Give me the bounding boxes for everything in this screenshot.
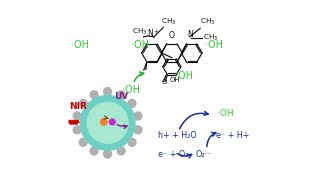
Circle shape [80,95,135,150]
Text: O: O [162,79,167,85]
Text: N: N [187,30,193,39]
Circle shape [128,138,136,146]
Text: O₂·⁻: O₂·⁻ [195,149,212,159]
Text: e⁻ + O₂: e⁻ + O₂ [158,149,188,159]
Text: O: O [169,31,175,40]
Circle shape [73,112,81,120]
Text: ·OH: ·OH [217,109,234,118]
Text: N$^+$: N$^+$ [147,27,160,39]
Circle shape [117,91,125,99]
Text: UV: UV [114,92,129,101]
Text: CH$_3$: CH$_3$ [132,27,147,37]
Circle shape [128,99,136,107]
Text: e⁻ + H+: e⁻ + H+ [216,131,250,140]
Text: h+ + H₂O: h+ + H₂O [158,131,196,140]
Circle shape [79,99,87,107]
Text: CH$_3$: CH$_3$ [203,33,218,43]
Circle shape [90,91,98,99]
Text: ·OH: ·OH [175,71,193,81]
Text: CH$_3$: CH$_3$ [161,17,177,27]
Circle shape [90,147,98,155]
Text: ·OH: ·OH [122,85,140,95]
Text: CH$_3$: CH$_3$ [200,17,215,27]
Circle shape [104,150,112,158]
Circle shape [87,102,128,143]
Circle shape [100,119,107,125]
Circle shape [79,138,87,146]
Circle shape [134,112,142,120]
Text: OH: OH [169,77,180,83]
Text: ·OH: ·OH [205,40,223,50]
Text: ·OH: ·OH [71,40,89,50]
Circle shape [104,88,112,96]
Circle shape [117,147,125,155]
Text: ·OH: ·OH [131,40,149,50]
Text: NIR: NIR [69,101,87,111]
Circle shape [134,126,142,134]
Circle shape [109,119,115,125]
Circle shape [73,126,81,134]
